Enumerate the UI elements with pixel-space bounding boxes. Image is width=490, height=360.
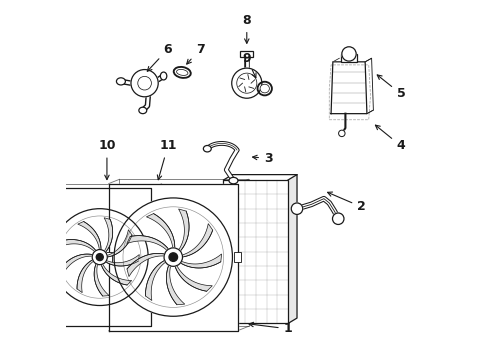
Circle shape bbox=[51, 209, 148, 306]
Ellipse shape bbox=[260, 84, 270, 93]
Bar bbox=[105, 252, 112, 262]
Polygon shape bbox=[49, 188, 151, 326]
Circle shape bbox=[131, 69, 158, 97]
Text: 10: 10 bbox=[98, 139, 116, 180]
Polygon shape bbox=[78, 221, 101, 250]
Circle shape bbox=[291, 203, 303, 215]
Polygon shape bbox=[77, 260, 94, 293]
Text: 2: 2 bbox=[328, 192, 366, 213]
Circle shape bbox=[339, 130, 345, 136]
Polygon shape bbox=[175, 265, 212, 291]
Text: 11: 11 bbox=[157, 139, 177, 180]
Bar bbox=[147, 252, 154, 262]
Bar bbox=[234, 252, 242, 262]
Text: 1: 1 bbox=[249, 322, 293, 335]
Polygon shape bbox=[147, 213, 175, 249]
Text: 8: 8 bbox=[243, 14, 251, 43]
Circle shape bbox=[96, 253, 103, 261]
Circle shape bbox=[169, 253, 177, 261]
Polygon shape bbox=[178, 209, 189, 252]
Polygon shape bbox=[104, 218, 113, 253]
Text: 6: 6 bbox=[147, 42, 172, 71]
Circle shape bbox=[232, 68, 262, 98]
Polygon shape bbox=[109, 184, 238, 330]
Bar bbox=[45, 252, 52, 262]
Polygon shape bbox=[101, 264, 132, 285]
Ellipse shape bbox=[258, 82, 272, 95]
Ellipse shape bbox=[176, 69, 188, 75]
Text: 3: 3 bbox=[252, 152, 272, 165]
Polygon shape bbox=[62, 239, 96, 252]
Circle shape bbox=[342, 47, 356, 61]
Text: 4: 4 bbox=[375, 125, 405, 152]
Text: 9: 9 bbox=[243, 51, 256, 78]
Circle shape bbox=[333, 213, 344, 225]
Polygon shape bbox=[288, 175, 297, 323]
Polygon shape bbox=[146, 260, 166, 301]
Text: 5: 5 bbox=[377, 75, 405, 100]
Ellipse shape bbox=[203, 145, 211, 152]
Ellipse shape bbox=[229, 177, 238, 184]
Polygon shape bbox=[127, 236, 169, 251]
Ellipse shape bbox=[160, 72, 167, 80]
Ellipse shape bbox=[174, 67, 191, 78]
Polygon shape bbox=[180, 254, 221, 268]
Ellipse shape bbox=[117, 78, 125, 85]
Polygon shape bbox=[94, 263, 109, 296]
Circle shape bbox=[114, 198, 232, 316]
Polygon shape bbox=[182, 224, 213, 257]
Polygon shape bbox=[62, 254, 93, 273]
Polygon shape bbox=[167, 265, 185, 305]
Polygon shape bbox=[331, 62, 367, 114]
Bar bbox=[240, 51, 253, 57]
Polygon shape bbox=[127, 253, 165, 276]
Polygon shape bbox=[107, 230, 132, 257]
Bar bbox=[341, 54, 357, 62]
Text: 7: 7 bbox=[187, 42, 204, 64]
Bar bbox=[223, 180, 288, 323]
Ellipse shape bbox=[139, 107, 147, 114]
Circle shape bbox=[164, 248, 182, 266]
Circle shape bbox=[92, 249, 107, 265]
Polygon shape bbox=[105, 255, 139, 266]
